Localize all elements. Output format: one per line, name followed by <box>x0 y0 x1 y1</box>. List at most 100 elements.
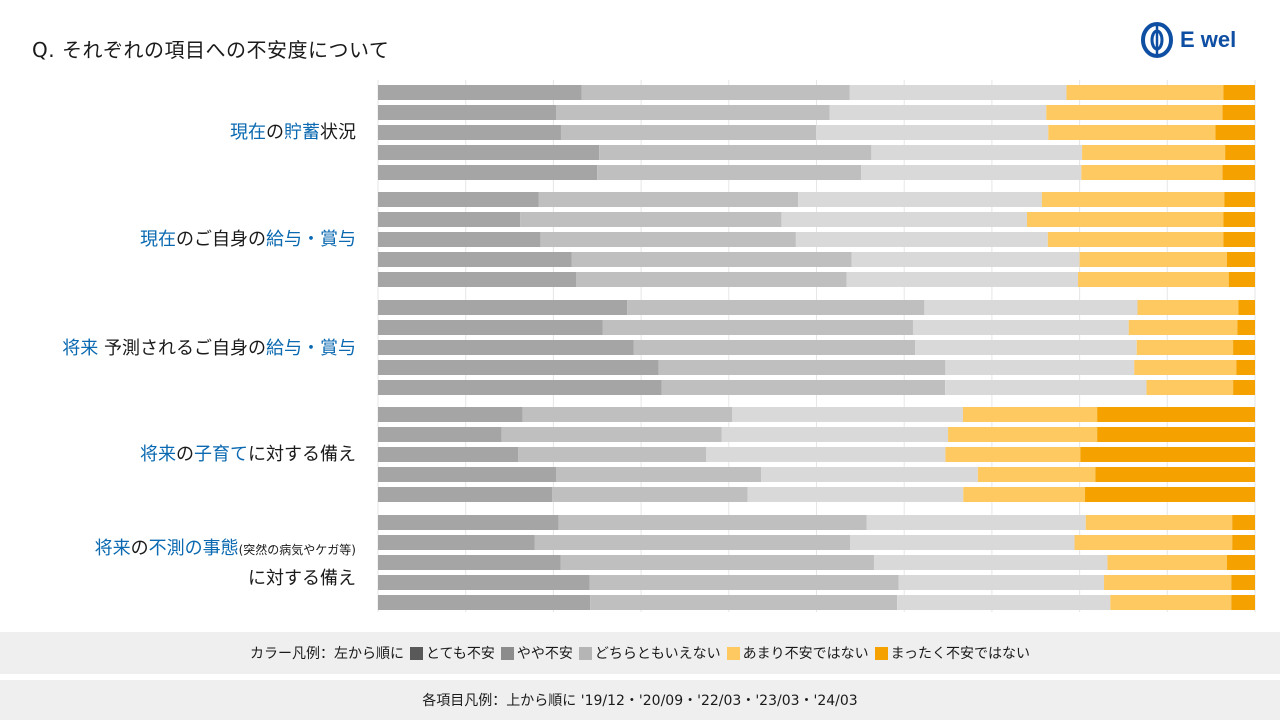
stacked-bar-chart <box>377 80 1256 612</box>
bar-segment <box>501 427 722 442</box>
bar-segment <box>558 515 867 530</box>
bar-segment <box>378 105 557 120</box>
bar-segment <box>963 487 1086 502</box>
bar-segment <box>1237 320 1255 335</box>
bar-segment <box>1097 407 1255 422</box>
bar-segment <box>378 320 603 335</box>
group-label-part: の <box>130 538 149 559</box>
bar-segment <box>661 380 946 395</box>
bar-segment <box>945 380 1147 395</box>
group-label-part: 現在 <box>140 229 176 250</box>
group-label-part: に対する備え <box>248 568 356 589</box>
group-label-part: 子育て <box>194 444 248 465</box>
bar-segment <box>378 232 541 247</box>
legend-label: やや不安 <box>516 646 573 662</box>
bar-segment <box>581 85 850 100</box>
legend-item: あまり不安ではない <box>726 643 869 663</box>
bar-segment <box>378 252 572 267</box>
bar-segment <box>1226 252 1255 267</box>
bar-segment <box>518 447 706 462</box>
bar-segment <box>552 487 748 502</box>
legend-swatch <box>726 646 740 660</box>
bar-segment <box>732 407 963 422</box>
bar-segment <box>556 467 762 482</box>
bar-segment <box>1232 515 1255 530</box>
bar-segment <box>1223 85 1255 100</box>
bar-segment <box>1224 192 1255 207</box>
legend-swatch <box>578 646 592 660</box>
bar-segment <box>378 272 576 287</box>
bar-segment <box>706 447 946 462</box>
legend-item: まったく不安ではない <box>874 643 1031 663</box>
legend-item: やや不安 <box>500 643 573 663</box>
bar-segment <box>1134 360 1237 375</box>
bar-segment <box>846 272 1079 287</box>
group-label-part: 状況 <box>320 122 356 143</box>
bar-segment <box>378 535 535 550</box>
legend-item: どちらともいえない <box>578 643 721 663</box>
bar-segment <box>1110 595 1232 610</box>
bar-segment <box>1104 575 1232 590</box>
group-label: 将来の不測の事態(突然の病気やケガ等) <box>95 536 356 563</box>
bar-segment <box>1236 360 1255 375</box>
legend-label: どちらともいえない <box>594 646 721 662</box>
bar-segment <box>1233 340 1255 355</box>
bar-segment <box>576 272 847 287</box>
legend-label: まったく不安ではない <box>890 646 1031 662</box>
bar-segment <box>378 447 519 462</box>
bar-segment <box>795 232 1048 247</box>
bar-segment <box>1215 125 1255 140</box>
bar-segment <box>1082 145 1226 160</box>
group-label-part: 将来 <box>62 338 99 359</box>
bar-segment <box>1223 212 1255 227</box>
bar-segment <box>1228 272 1255 287</box>
bar-segment <box>590 595 898 610</box>
group-label-part: 将来 <box>94 538 131 559</box>
bar-segment <box>1097 427 1255 442</box>
bar-segment <box>781 212 1027 227</box>
group-label-part: 貯蓄 <box>284 122 320 143</box>
bar-segment <box>761 467 978 482</box>
bar-segment <box>1137 300 1239 315</box>
bar-segment <box>1223 232 1255 247</box>
group-label: 現在の貯蓄状況 <box>230 120 356 146</box>
bar-segment <box>1238 300 1255 315</box>
period-legend-note: 各項目凡例：上から順に '19/12・'20/09・'22/03・'23/03・… <box>0 680 1280 720</box>
group-label-part: 予測されるご自身の <box>98 338 266 359</box>
bar-segment <box>522 407 733 422</box>
bar-segment <box>915 340 1137 355</box>
bar-segment <box>1048 125 1216 140</box>
bar-segment <box>378 555 561 570</box>
bar-segment <box>1085 515 1233 530</box>
group-label-part: のご自身の <box>176 229 266 250</box>
bar-segment <box>627 300 925 315</box>
bar-segment <box>1222 105 1255 120</box>
bar-segment <box>560 555 874 570</box>
bar-segment <box>1146 380 1234 395</box>
bar-segment <box>560 125 817 140</box>
bar-segment <box>851 252 1080 267</box>
bar-segment <box>378 595 591 610</box>
bar-segment <box>871 145 1083 160</box>
group-label: 将来の子育てに対する備え <box>140 442 356 468</box>
legend-swatch <box>500 646 514 660</box>
logo-mark-icon <box>1141 22 1173 58</box>
bar-segment <box>924 300 1138 315</box>
group-label-part: 将来 <box>140 444 176 465</box>
bar-segment <box>378 212 521 227</box>
bar-segment <box>1231 595 1255 610</box>
bar-segment <box>1136 340 1234 355</box>
bar-segment <box>747 487 964 502</box>
bar-segment <box>571 252 852 267</box>
group-label-part: の <box>176 444 194 465</box>
legend-swatch <box>409 646 423 660</box>
bar-segment <box>945 447 1081 462</box>
bar-segment <box>829 105 1047 120</box>
bar-segment <box>948 427 1098 442</box>
bar-segment <box>378 85 582 100</box>
bar-segment <box>1085 487 1255 502</box>
bar-segment <box>873 555 1108 570</box>
bar-segment <box>1074 535 1233 550</box>
bar-segment <box>1078 272 1229 287</box>
color-legend: カラー凡例：左から順に とても不安 やや不安 どちらともいえない あまり不安では… <box>0 632 1280 674</box>
